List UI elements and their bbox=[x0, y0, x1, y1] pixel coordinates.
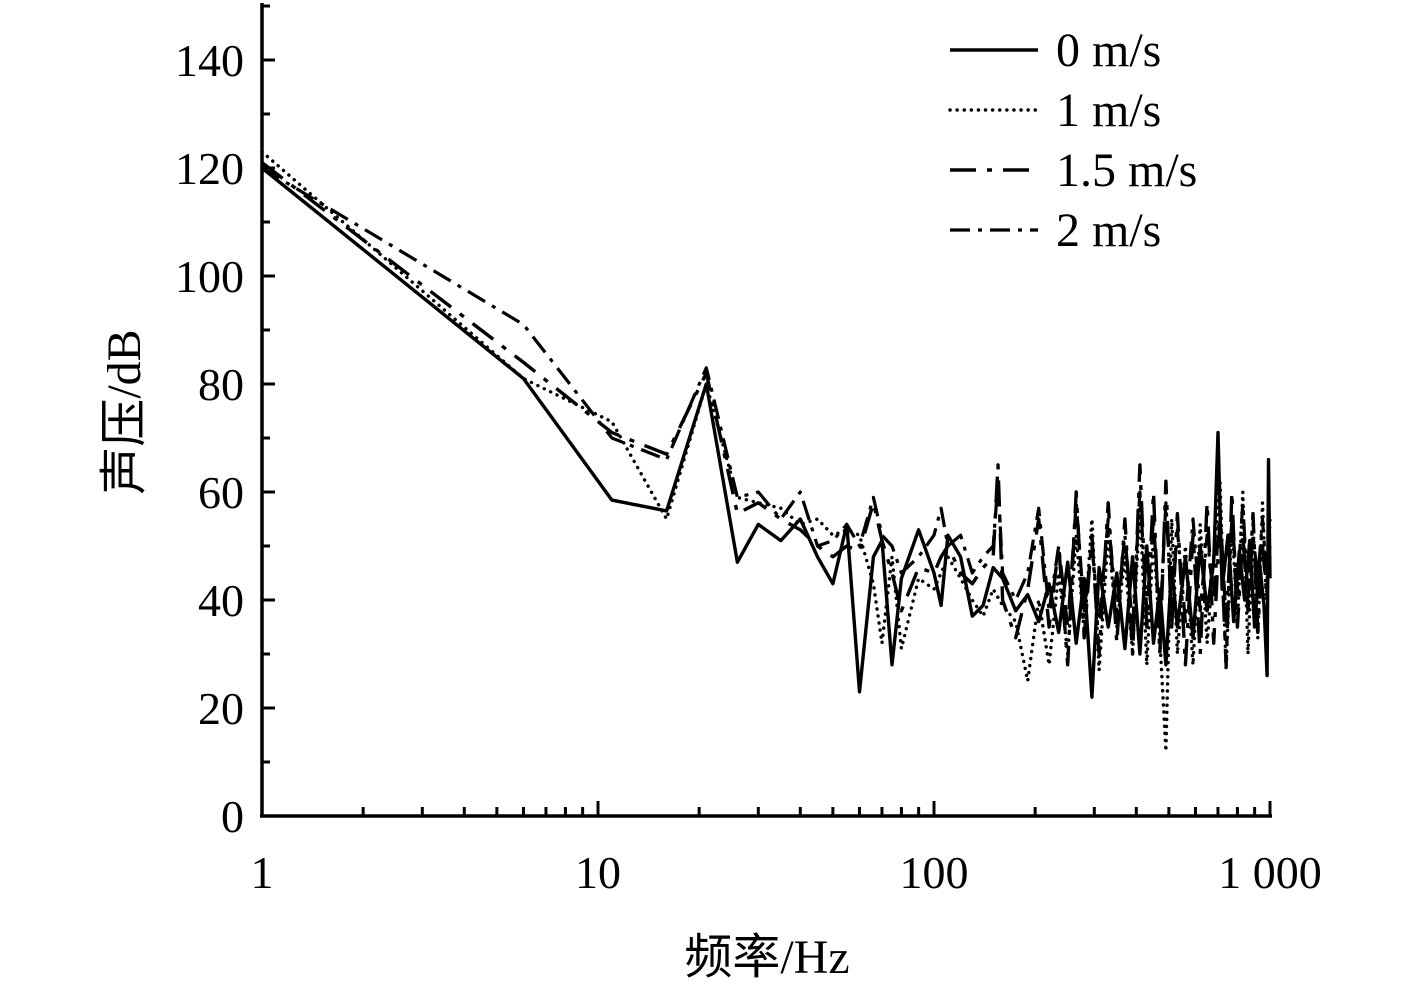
legend-label-1: 1 m/s bbox=[1056, 84, 1161, 137]
y-tick-label: 20 bbox=[198, 683, 244, 734]
y-tick-label: 40 bbox=[198, 575, 244, 626]
x-tick-label: 1 bbox=[251, 847, 274, 898]
y-axis-label: 声压/dB bbox=[98, 329, 151, 494]
y-tick-label: 120 bbox=[175, 143, 244, 194]
series-line-1 bbox=[260, 150, 1272, 753]
y-tick-label: 140 bbox=[175, 35, 244, 86]
legend-label-3: 2 m/s bbox=[1056, 204, 1161, 257]
tick-labels: 0 20 40 60 80 100 120 140 1 10 100 1 000 bbox=[175, 35, 1322, 898]
axes bbox=[260, 3, 1272, 818]
series-line-0 bbox=[260, 166, 1272, 699]
y-tick-label: 100 bbox=[175, 251, 244, 302]
series-layer bbox=[260, 150, 1272, 753]
ticks bbox=[260, 4, 1272, 818]
legend-label-0: 0 m/s bbox=[1056, 24, 1161, 77]
y-tick-label: 0 bbox=[221, 791, 244, 842]
y-tick-label: 80 bbox=[198, 359, 244, 410]
y-tick-label: 60 bbox=[198, 467, 244, 518]
x-tick-label: 1 000 bbox=[1218, 847, 1322, 898]
x-tick-label: 100 bbox=[900, 847, 969, 898]
series-line-3 bbox=[261, 166, 1272, 629]
x-tick-label: 10 bbox=[575, 847, 621, 898]
x-axis-label: 频率/Hz bbox=[684, 931, 849, 984]
legend: 0 m/s 1 m/s 1.5 m/s 2 m/s bbox=[948, 24, 1197, 257]
legend-label-2: 1.5 m/s bbox=[1056, 144, 1197, 197]
